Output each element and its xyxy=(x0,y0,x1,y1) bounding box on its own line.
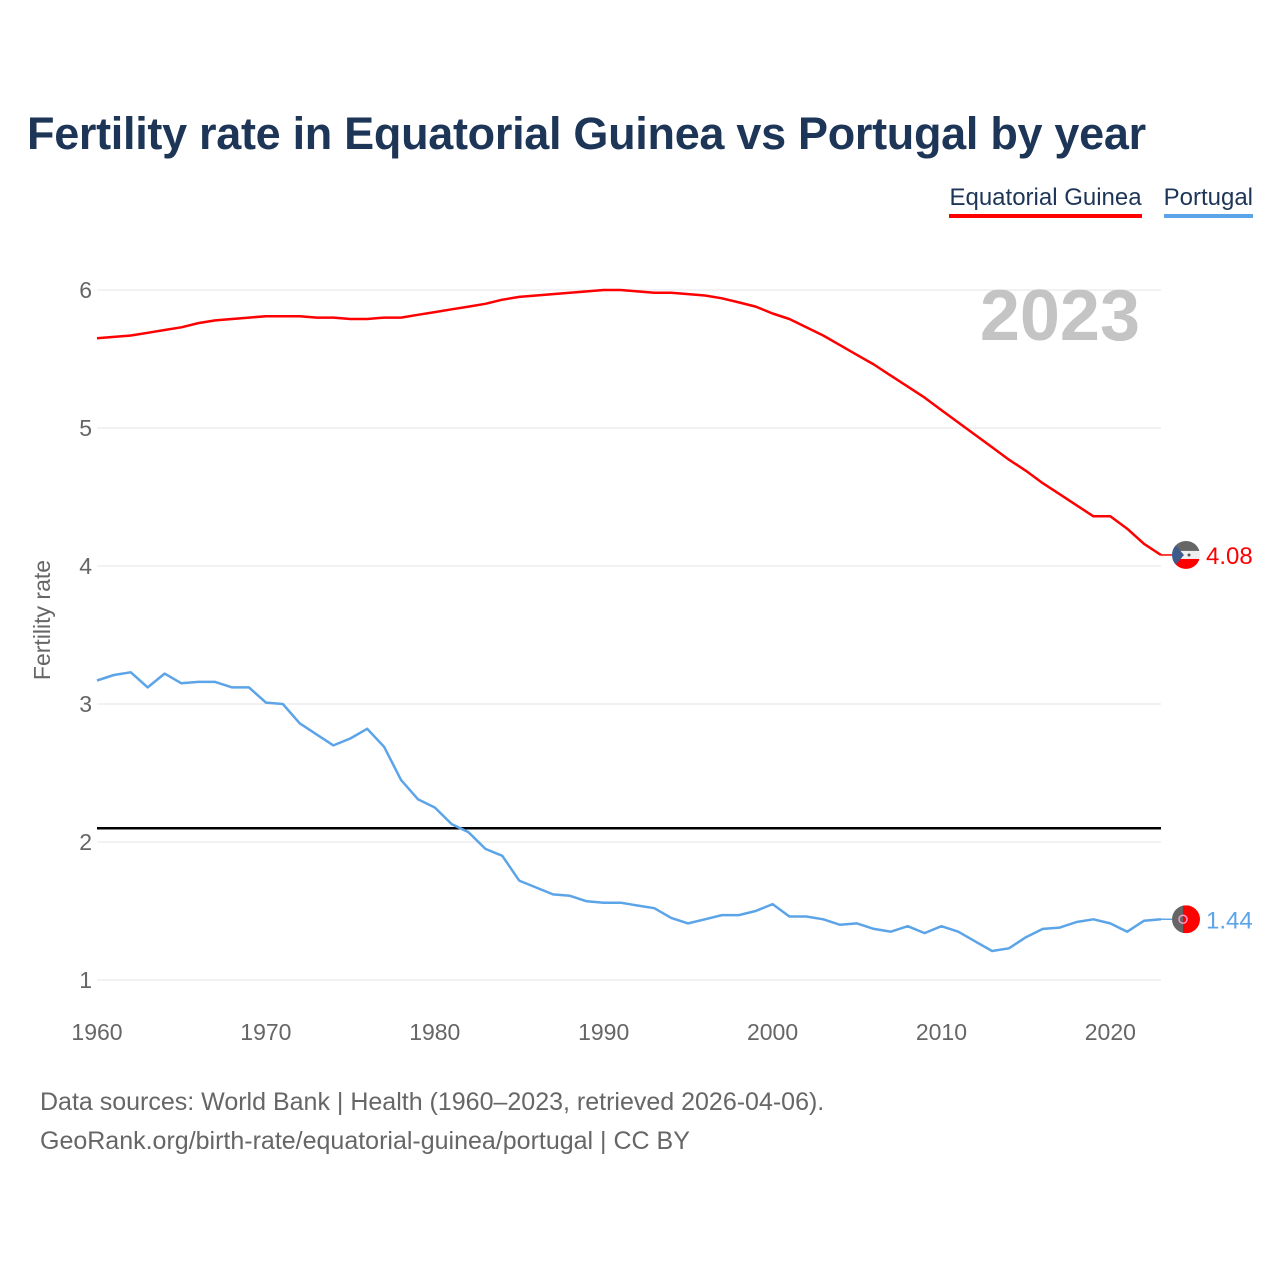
y-axis-label: Fertility rate xyxy=(29,560,55,680)
legend-equatorial-guinea[interactable]: Equatorial Guinea xyxy=(949,184,1142,218)
y-tick-label: 3 xyxy=(79,691,92,717)
series-line-equatorial-guinea xyxy=(96,288,1162,557)
end-value-label: 4.08 xyxy=(1206,543,1253,570)
x-tick-label: 1970 xyxy=(240,1019,291,1045)
portugal-flag-icon xyxy=(1172,905,1200,934)
end-value-label: 1.44 xyxy=(1206,907,1253,934)
y-tick-label: 5 xyxy=(79,415,92,441)
y-tick-label: 1 xyxy=(79,967,92,993)
year-watermark: 2023 xyxy=(980,276,1140,356)
x-tick-label: 2000 xyxy=(747,1019,798,1045)
x-tick-label: 1990 xyxy=(578,1019,629,1045)
x-tick-label: 2020 xyxy=(1085,1019,1136,1045)
y-tick-label: 6 xyxy=(79,277,92,303)
legend: Equatorial Guinea Portugal xyxy=(949,184,1253,218)
legend-portugal[interactable]: Portugal xyxy=(1163,184,1253,218)
data-sources: Data sources: World Bank | Health (1960–… xyxy=(40,1088,825,1116)
source-url[interactable]: GeoRank.org/birth-rate/equatorial-guinea… xyxy=(40,1127,690,1155)
x-tick-label: 1960 xyxy=(71,1019,122,1045)
x-tick-label: 2010 xyxy=(916,1019,967,1045)
y-tick-label: 2 xyxy=(79,829,92,855)
chart-title: Fertility rate in Equatorial Guinea vs P… xyxy=(27,108,1146,159)
y-tick-label: 4 xyxy=(79,553,92,579)
equatorial-guinea-flag-icon xyxy=(1172,540,1200,569)
x-tick-label: 1980 xyxy=(409,1019,460,1045)
series-line-portugal xyxy=(96,671,1162,953)
